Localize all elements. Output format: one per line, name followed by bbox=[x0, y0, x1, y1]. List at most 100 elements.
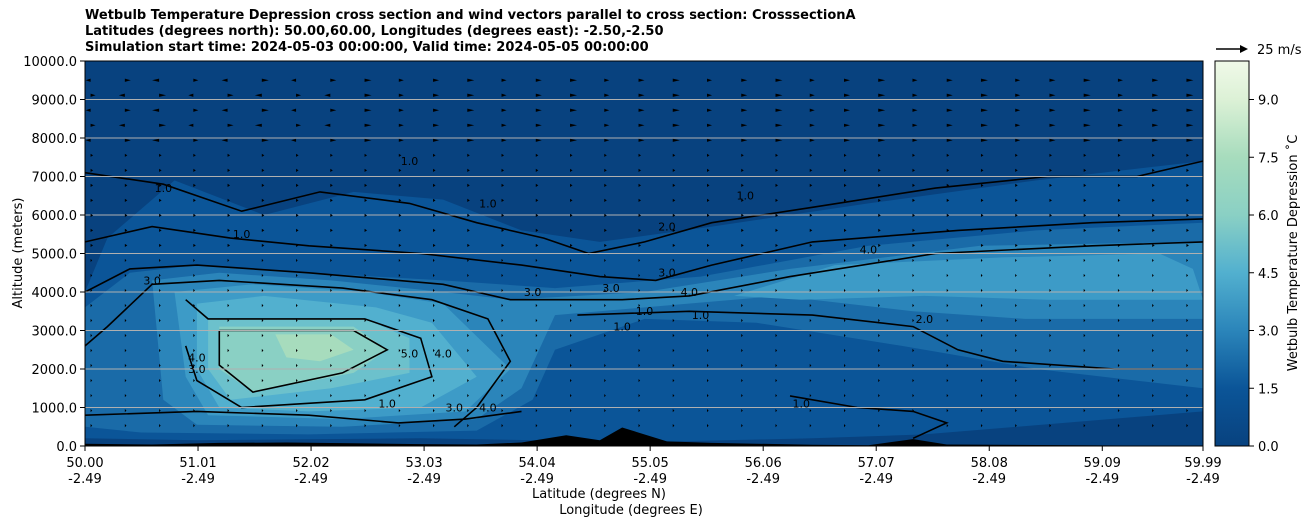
y-tick-label: 9000.0 bbox=[32, 94, 78, 109]
wind-vector bbox=[1117, 333, 1120, 338]
wind-vector bbox=[433, 243, 436, 248]
x-tick-label-lon: -2.49 bbox=[520, 472, 554, 487]
wind-vector bbox=[878, 93, 886, 97]
wind-vector bbox=[638, 138, 645, 142]
wind-vector bbox=[330, 333, 332, 338]
wind-vector bbox=[535, 153, 539, 157]
y-tick-label: 3000.0 bbox=[32, 325, 78, 340]
wind-vector bbox=[398, 273, 401, 278]
wind-vector bbox=[1015, 93, 1021, 97]
wind-vector bbox=[1015, 153, 1018, 157]
wind-vector bbox=[501, 213, 505, 217]
wind-vector bbox=[296, 408, 298, 413]
wind-vector bbox=[467, 318, 469, 323]
wind-vector bbox=[775, 303, 778, 308]
wind-vector bbox=[980, 108, 988, 112]
colorbar: 0.0 1.5 3.0 4.5 6.0 7.5 9.0 Wetbulb Temperatur… bbox=[1214, 60, 1301, 455]
wind-vector bbox=[364, 198, 368, 202]
wind-vector bbox=[501, 273, 504, 278]
wind-vector bbox=[1152, 258, 1154, 263]
wind-vector bbox=[1186, 168, 1189, 172]
wind-vector bbox=[775, 93, 783, 97]
wind-vector bbox=[843, 243, 847, 248]
wind-vector bbox=[1015, 348, 1017, 353]
wind-vector bbox=[1049, 393, 1052, 398]
wind-vector bbox=[741, 108, 748, 112]
wind-vector bbox=[1117, 183, 1121, 187]
wind-vector bbox=[707, 213, 710, 217]
wind-vector bbox=[1152, 288, 1154, 293]
wind-vector bbox=[193, 408, 195, 413]
wind-vector bbox=[398, 123, 404, 127]
wind-vector bbox=[227, 168, 231, 172]
x-tick-label-lat: 57.07 bbox=[858, 456, 895, 471]
wind-vector bbox=[843, 408, 846, 413]
wind-vector bbox=[1049, 198, 1052, 202]
colorbar-tick-label: 1.5 bbox=[1258, 382, 1279, 397]
wind-vector bbox=[1186, 318, 1189, 323]
x-tick-label-lon: -2.49 bbox=[407, 472, 441, 487]
wind-vector bbox=[124, 288, 127, 293]
wind-vector bbox=[467, 333, 469, 338]
wind-vector bbox=[946, 318, 949, 323]
wind-vector bbox=[809, 198, 813, 202]
wind-vector bbox=[90, 378, 93, 383]
wind-vector bbox=[1186, 393, 1189, 398]
wind-vector bbox=[775, 153, 778, 157]
wind-vector bbox=[1049, 288, 1052, 293]
wind-vector bbox=[1186, 183, 1189, 187]
wind-vector bbox=[843, 78, 850, 82]
contour-fill-8 bbox=[275, 334, 354, 362]
wind-vector bbox=[90, 168, 94, 172]
wind-vector bbox=[775, 183, 778, 187]
wind-vector bbox=[775, 123, 783, 127]
wind-vector bbox=[535, 243, 539, 248]
wind-vector bbox=[809, 123, 815, 127]
wind-vector bbox=[227, 243, 231, 248]
wind-vector bbox=[1186, 93, 1194, 97]
wind-vector bbox=[501, 423, 504, 428]
wind-vector bbox=[467, 198, 470, 202]
wind-vector bbox=[741, 273, 743, 278]
wind-vector bbox=[946, 378, 949, 383]
wind-vector bbox=[254, 123, 262, 127]
wind-vector bbox=[1117, 348, 1120, 353]
wind-vector bbox=[501, 258, 504, 263]
wind-vector bbox=[604, 288, 606, 293]
x-tick-label-lon: -2.49 bbox=[972, 472, 1006, 487]
wind-vector bbox=[193, 78, 199, 82]
wind-vector bbox=[604, 303, 606, 308]
y-tick-label: 4000.0 bbox=[32, 286, 78, 301]
wind-vector bbox=[1186, 303, 1189, 308]
wind-vector bbox=[330, 288, 332, 293]
wind-vector bbox=[809, 228, 813, 232]
wind-vector bbox=[809, 138, 815, 142]
wind-vector bbox=[809, 288, 812, 293]
wind-vector bbox=[980, 333, 983, 338]
wind-vector bbox=[398, 348, 401, 353]
contour-label-14: 3.0 bbox=[602, 282, 620, 295]
wind-vector bbox=[364, 423, 367, 428]
wind-vector bbox=[878, 288, 880, 293]
contour-label-6: 1.0 bbox=[613, 321, 631, 334]
wind-vector bbox=[912, 303, 915, 308]
wind-vector bbox=[672, 363, 675, 368]
wind-vector bbox=[398, 378, 401, 383]
wind-vector bbox=[741, 243, 744, 248]
wind-vector bbox=[1015, 168, 1018, 172]
wind-vector bbox=[775, 288, 778, 293]
wind-vector bbox=[775, 198, 778, 202]
wind-vector bbox=[912, 318, 915, 323]
wind-vector bbox=[672, 333, 675, 338]
wind-vector bbox=[227, 288, 230, 293]
wind-vector bbox=[1015, 288, 1017, 293]
wind-vector bbox=[912, 108, 918, 112]
wind-vector bbox=[535, 168, 539, 172]
wind-vector bbox=[193, 213, 196, 217]
wind-vector bbox=[159, 123, 167, 127]
wind-vector bbox=[1186, 243, 1189, 248]
wind-vector bbox=[467, 183, 470, 187]
wind-vector bbox=[364, 273, 367, 278]
wind-vector bbox=[124, 408, 127, 413]
